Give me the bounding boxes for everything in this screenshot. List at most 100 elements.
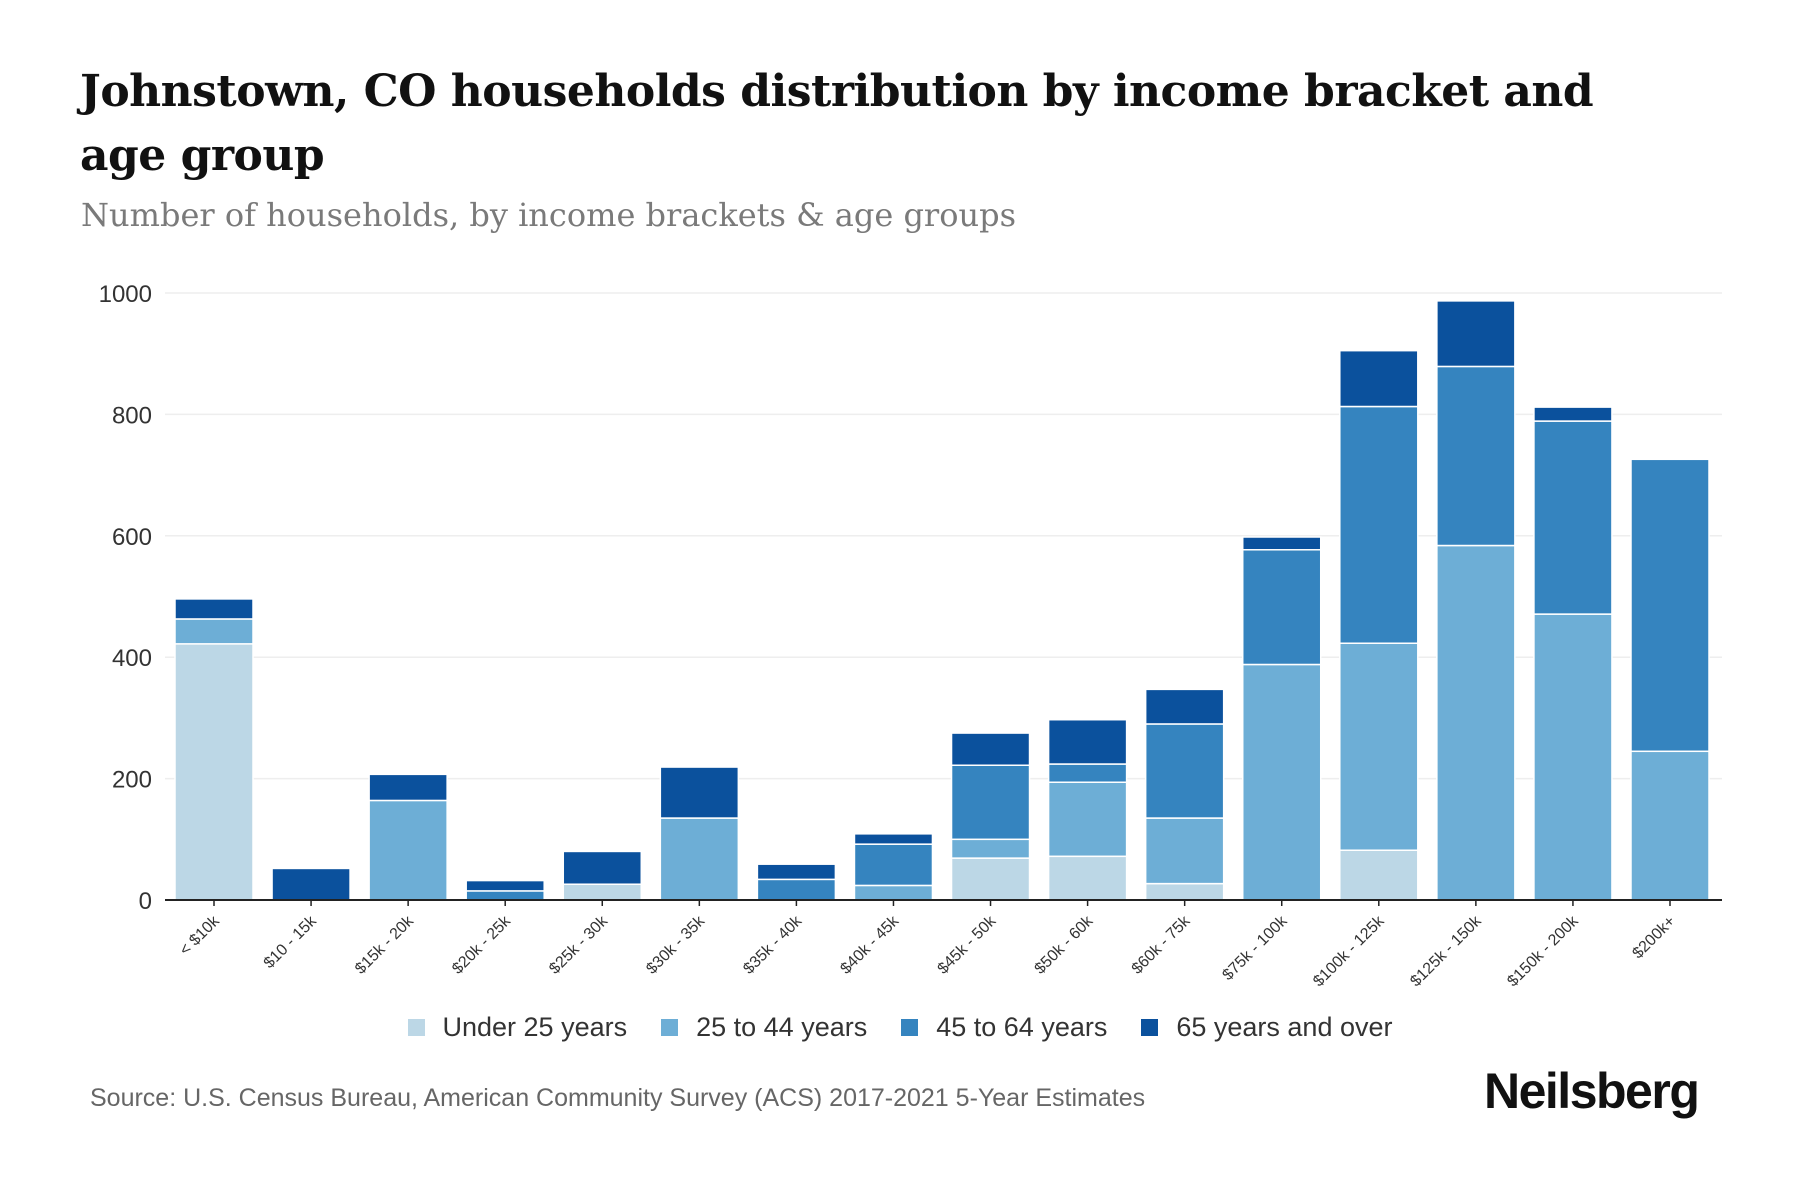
x-tick-label: $20k - 25k bbox=[449, 912, 515, 978]
bars bbox=[174, 300, 1710, 901]
legend-item: 25 to 44 years bbox=[661, 1012, 867, 1043]
chart-subtitle: Number of households, by income brackets… bbox=[81, 196, 1016, 234]
bar-segment-65-years-and-over bbox=[562, 850, 643, 885]
bar-stack bbox=[853, 833, 934, 901]
bar-segment-25-to-44-years bbox=[1047, 781, 1128, 858]
x-tick-label: $75k - 100k bbox=[1219, 912, 1291, 984]
bar-segment-65-years-and-over bbox=[1241, 536, 1322, 551]
bar-segment-65-years-and-over bbox=[1339, 349, 1419, 408]
bar-segment-under-25-years bbox=[1339, 849, 1419, 901]
bar-segment-45-to-64-years bbox=[1144, 723, 1225, 819]
bar-stack bbox=[368, 773, 448, 901]
bar-stack bbox=[1533, 406, 1613, 901]
y-axis-ticks: 0 200 400 600 800 1000 bbox=[99, 281, 152, 915]
bar-segment-65-years-and-over bbox=[950, 732, 1031, 766]
x-tick-label: $125k - 150k bbox=[1407, 912, 1485, 990]
legend-item: 65 years and over bbox=[1141, 1012, 1393, 1043]
bar-segment-45-to-64-years bbox=[1047, 763, 1128, 783]
bar-segment-45-to-64-years bbox=[756, 878, 837, 901]
bar-stack bbox=[562, 850, 643, 901]
bar-segment-65-years-and-over bbox=[1533, 406, 1613, 422]
bar-segment-45-to-64-years bbox=[1339, 405, 1419, 644]
bar-segment-25-to-44-years bbox=[1436, 544, 1516, 901]
bar-segment-45-to-64-years bbox=[950, 764, 1031, 841]
x-tick-label: $35k - 40k bbox=[740, 912, 806, 978]
bar-segment-45-to-64-years bbox=[1533, 420, 1613, 615]
bar-stack bbox=[174, 598, 254, 901]
y-tick-label: 600 bbox=[112, 524, 152, 551]
x-tick-label: < $10k bbox=[177, 912, 224, 959]
x-tick-label: $150k - 200k bbox=[1504, 912, 1582, 990]
bar-segment-25-to-44-years bbox=[1630, 750, 1710, 901]
bar-segment-65-years-and-over bbox=[756, 863, 837, 881]
x-tick-label: $30k - 35k bbox=[643, 912, 709, 978]
brand-logo: Neilsberg bbox=[1484, 1063, 1700, 1119]
bar-segment-25-to-44-years bbox=[1144, 817, 1225, 885]
x-tick-label: $60k - 75k bbox=[1129, 912, 1195, 978]
bar-stack bbox=[1339, 349, 1419, 901]
bar-segment-25-to-44-years bbox=[174, 618, 254, 645]
x-tick-label: $25k - 30k bbox=[546, 912, 612, 978]
x-tick-label: $10 - 15k bbox=[261, 912, 321, 972]
x-tick-label: $200k+ bbox=[1629, 913, 1678, 962]
source-note: Source: U.S. Census Bureau, American Com… bbox=[90, 1084, 1146, 1112]
y-tick-label: 800 bbox=[112, 402, 152, 429]
legend: Under 25 years 25 to 44 years 45 to 64 yea… bbox=[0, 1012, 1800, 1043]
legend-swatch bbox=[661, 1019, 679, 1036]
x-tick-label: $100k - 125k bbox=[1310, 912, 1388, 990]
legend-label: Under 25 years bbox=[442, 1012, 628, 1042]
bar-segment-65-years-and-over bbox=[853, 833, 934, 845]
bar-segment-25-to-44-years bbox=[1533, 613, 1613, 901]
bar-segment-25-to-44-years bbox=[659, 817, 740, 901]
bar-stack bbox=[950, 732, 1031, 901]
bar-segment-45-to-64-years bbox=[1241, 549, 1322, 666]
bar-segment-25-to-44-years bbox=[950, 838, 1031, 859]
x-tick-label: $50k - 60k bbox=[1032, 912, 1098, 978]
legend-item: Under 25 years bbox=[407, 1012, 628, 1043]
y-tick-label: 0 bbox=[139, 888, 152, 915]
bar-segment-under-25-years bbox=[950, 857, 1031, 901]
x-tick-label: $40k - 45k bbox=[837, 912, 903, 978]
bar-stack bbox=[1047, 718, 1128, 901]
bar-stack bbox=[659, 766, 740, 901]
legend-label: 65 years and over bbox=[1176, 1012, 1393, 1042]
bar-segment-45-to-64-years bbox=[1436, 365, 1516, 547]
legend-swatch bbox=[901, 1019, 919, 1036]
bar-stack bbox=[1630, 458, 1710, 901]
legend-label: 25 to 44 years bbox=[696, 1012, 868, 1042]
bar-segment-65-years-and-over bbox=[368, 773, 448, 802]
bar-segment-65-years-and-over bbox=[659, 766, 740, 819]
bar-segment-under-25-years bbox=[1144, 882, 1225, 901]
bar-segment-25-to-44-years bbox=[1339, 642, 1419, 851]
x-tick-label: $15k - 20k bbox=[352, 912, 418, 978]
bar-stack bbox=[271, 867, 351, 901]
bar-segment-45-to-64-years bbox=[853, 843, 934, 887]
x-axis-ticks: < $10k $10 - 15k $15k - 20k $20k - 25k $25k … bbox=[177, 900, 1679, 990]
bar-segment-under-25-years bbox=[174, 643, 254, 901]
bar-segment-65-years-and-over bbox=[1144, 688, 1225, 725]
bar-stack bbox=[1241, 536, 1322, 901]
legend-label: 45 to 64 years bbox=[936, 1012, 1108, 1042]
bar-segment-under-25-years bbox=[562, 883, 643, 901]
bar-segment-65-years-and-over bbox=[271, 867, 351, 901]
bar-segment-25-to-44-years bbox=[1241, 663, 1322, 901]
bar-segment-65-years-and-over bbox=[1436, 300, 1516, 368]
bar-segment-under-25-years bbox=[1047, 855, 1128, 901]
bar-segment-65-years-and-over bbox=[1047, 718, 1128, 765]
y-tick-label: 400 bbox=[112, 645, 152, 672]
legend-swatch bbox=[1141, 1019, 1159, 1036]
bar-segment-25-to-44-years bbox=[368, 799, 448, 901]
x-tick-label: $45k - 50k bbox=[935, 912, 1001, 978]
bar-stack bbox=[1144, 688, 1225, 901]
bar-segment-45-to-64-years bbox=[1630, 458, 1710, 753]
legend-swatch bbox=[407, 1019, 425, 1036]
bar-stack bbox=[756, 863, 837, 901]
bar-segment-45-to-64-years bbox=[465, 890, 545, 901]
bar-stack bbox=[465, 879, 545, 901]
legend-item: 45 to 64 years bbox=[901, 1012, 1107, 1043]
y-tick-label: 200 bbox=[112, 767, 152, 794]
bar-stack bbox=[1436, 300, 1516, 901]
bar-segment-65-years-and-over bbox=[465, 879, 545, 892]
chart-title: Johnstown, CO households distribution by… bbox=[80, 66, 1594, 181]
